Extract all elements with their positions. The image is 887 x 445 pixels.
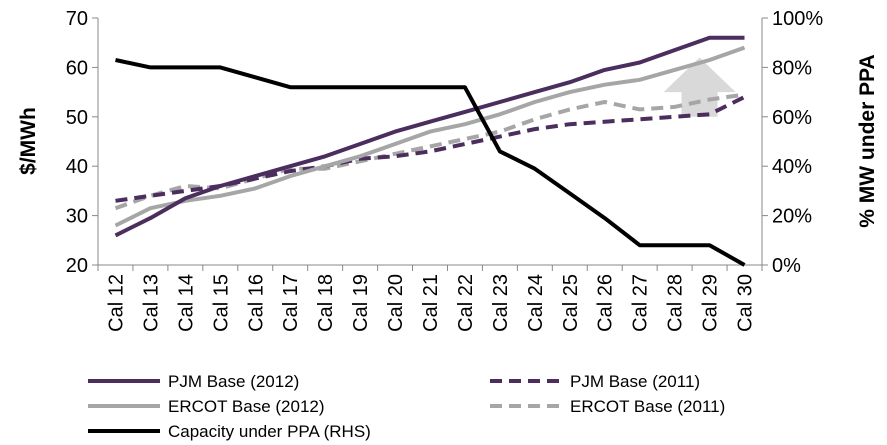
x-tick-label: Cal 18 — [315, 274, 337, 332]
left-axis-title: $/MWh — [17, 107, 40, 175]
legend-label: ERCOT Base (2011) — [570, 397, 725, 416]
legend-label: Capacity under PPA (RHS) — [168, 422, 371, 441]
series-line — [115, 95, 746, 203]
x-tick-label: Cal 30 — [735, 274, 757, 332]
legend-label: PJM Base (2011) — [570, 372, 700, 391]
left-axis-tick-label: 30 — [66, 206, 88, 228]
x-tick-label: Cal 12 — [105, 274, 127, 332]
right-axis-tick-label: 40% — [772, 156, 812, 178]
x-tick-label: Cal 25 — [560, 274, 582, 332]
x-tick-label: Cal 22 — [455, 274, 477, 332]
right-axis-tick-label: 60% — [772, 107, 812, 129]
x-tick-label: Cal 20 — [385, 274, 407, 332]
tick-labels: 20 30 40 50 60 70 0% 20% 40% 60% 80% 100% Cal 12 Cal … — [66, 8, 824, 332]
legend-label: PJM Base (2012) — [168, 372, 299, 391]
x-tick-label: Cal 14 — [175, 274, 197, 332]
right-axis-title: % MW under PPA — [856, 54, 879, 227]
x-tick-label: Cal 17 — [280, 274, 302, 332]
right-axis-tick-label: 100% — [772, 8, 823, 30]
x-tick-label: Cal 24 — [525, 274, 547, 332]
x-tick-label: Cal 19 — [350, 274, 372, 332]
legend-label: ERCOT Base (2012) — [168, 397, 325, 416]
plot-area: 20 30 40 50 60 70 0% 20% 40% 60% 80% 100% Cal 12 Cal … — [66, 8, 824, 332]
right-axis-tick-label: 20% — [772, 206, 812, 228]
right-axis-tick-label: 80% — [772, 57, 812, 79]
up-arrow — [663, 57, 736, 117]
axis-ticks — [92, 17, 768, 271]
x-tick-label: Cal 27 — [630, 274, 652, 332]
series-lines — [114, 35, 746, 267]
series-line — [114, 45, 746, 228]
x-tick-label: Cal 13 — [140, 274, 162, 332]
legend: PJM Base (2012) PJM Base (2011) ERCOT Base… — [88, 372, 725, 441]
left-axis-tick-label: 50 — [66, 107, 88, 129]
x-tick-label: Cal 29 — [700, 274, 722, 332]
x-tick-label: Cal 15 — [210, 274, 232, 332]
series-line — [115, 58, 746, 267]
x-tick-label: Cal 23 — [490, 274, 512, 332]
series-line — [114, 92, 745, 211]
left-axis-tick-label: 20 — [66, 255, 88, 277]
x-tick-label: Cal 26 — [595, 274, 617, 332]
x-tick-label: Cal 16 — [245, 274, 267, 332]
up-arrow-annotation — [663, 57, 736, 117]
x-tick-label: Cal 28 — [665, 274, 687, 332]
series-line — [114, 35, 745, 238]
right-axis-tick-label: 0% — [772, 255, 801, 277]
left-axis-tick-label: 60 — [66, 57, 88, 79]
x-tick-label: Cal 21 — [420, 274, 442, 332]
left-axis-tick-label: 40 — [66, 156, 88, 178]
left-axis-tick-label: 70 — [66, 8, 88, 30]
